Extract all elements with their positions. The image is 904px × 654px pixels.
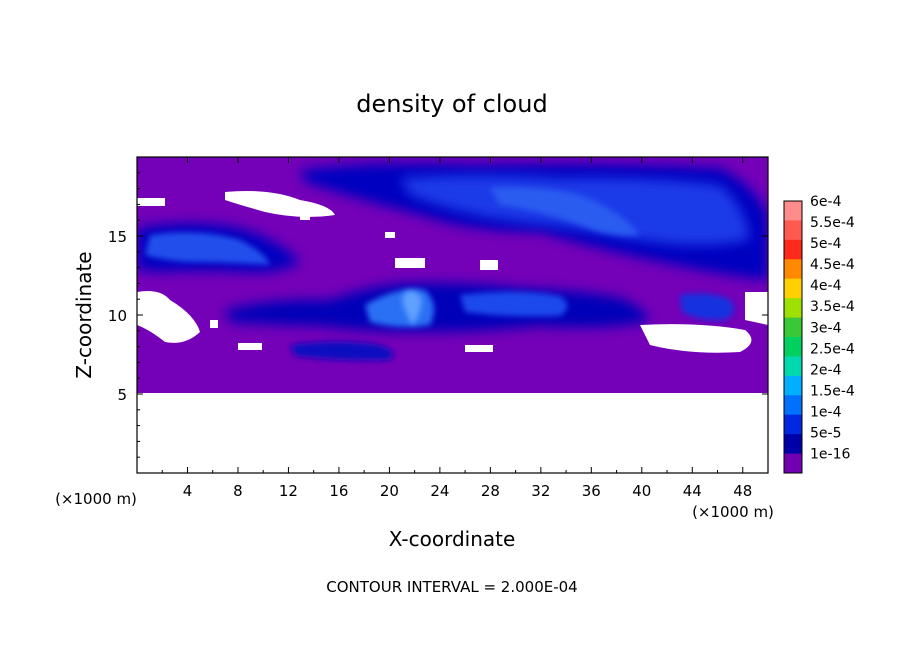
y-axis-title: Z-coordinate [72, 251, 96, 378]
x-tick-label: 20 [380, 482, 399, 500]
x-tick-label: 12 [279, 482, 298, 500]
colorbar-swatch [784, 317, 802, 338]
x-tick-label: 36 [582, 482, 601, 500]
x-axis-title: X-coordinate [389, 527, 516, 551]
colorbar-swatch [784, 239, 802, 260]
colorbar-swatch [784, 453, 802, 474]
y-unit-label: (×1000 m) [55, 490, 137, 508]
colorbar-label: 2e-4 [810, 362, 842, 378]
colorbar-swatch [784, 434, 802, 455]
y-tick-label: 10 [108, 307, 127, 325]
density-field [137, 157, 768, 393]
colorbar-label: 2.5e-4 [810, 341, 855, 357]
colorbar-label: 1e-16 [810, 447, 850, 463]
colorbar-swatch [784, 220, 802, 241]
x-tick-label: 4 [183, 482, 193, 500]
x-tick-label: 48 [733, 482, 752, 500]
cloud-band-lower [290, 341, 394, 361]
colorbar-label: 4e-4 [810, 278, 842, 294]
colorbar-swatch [784, 356, 802, 377]
colorbar-swatch [784, 337, 802, 357]
colorbar-label: 5e-5 [810, 426, 841, 442]
colorbar-label: 1e-4 [810, 404, 842, 420]
colorbar: 6e-4 5.5e-4 5e-4 4.5e-4 4e-4 3.5e-4 3e-4 2.5e-4… [783, 194, 855, 474]
y-tick-label: 5 [117, 386, 127, 404]
y-tick-label: 15 [108, 228, 127, 246]
colorbar-label: 4.5e-4 [810, 257, 855, 273]
plot-area [136, 156, 769, 474]
colorbar-label: 5e-4 [810, 236, 842, 252]
x-tick-label: 24 [430, 482, 449, 500]
colorbar-swatch [784, 414, 802, 435]
colorbar-label: 3e-4 [810, 320, 842, 336]
colorbar-frame [783, 200, 803, 474]
y-axis-tick-labels: 5 10 15 [108, 228, 127, 404]
colorbar-swatch [784, 259, 802, 280]
colorbar-swatch [784, 298, 802, 319]
x-tick-label: 28 [481, 482, 500, 500]
x-tick-label: 40 [632, 482, 651, 500]
x-tick-label: 44 [683, 482, 702, 500]
x-tick-label: 8 [233, 482, 243, 500]
chart-title: density of cloud [356, 90, 547, 118]
colorbar-label: 1.5e-4 [810, 383, 855, 399]
colorbar-swatch [784, 201, 802, 221]
colorbar-label: 3.5e-4 [810, 299, 855, 315]
y-axis-ticks [137, 172, 768, 458]
contour-interval-note: CONTOUR INTERVAL = 2.000E-04 [326, 578, 577, 596]
colorbar-swatch [784, 278, 802, 299]
x-axis-tick-labels: 4 8 12 16 20 24 28 32 36 40 44 48 [183, 482, 753, 500]
x-unit-label: (×1000 m) [692, 503, 774, 521]
colorbar-swatch [784, 395, 802, 416]
x-tick-label: 32 [531, 482, 550, 500]
x-axis-ticks [161, 157, 744, 473]
x-tick-label: 16 [329, 482, 348, 500]
colorbar-swatch [784, 375, 802, 396]
colorbar-label: 5.5e-4 [810, 215, 855, 231]
colorbar-label: 6e-4 [810, 194, 842, 210]
